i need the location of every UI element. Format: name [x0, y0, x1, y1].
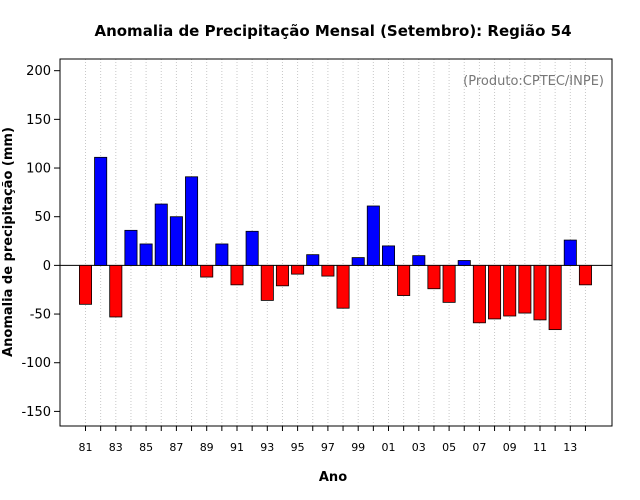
bar-88: [185, 176, 199, 266]
chart-title: Anomalia de Precipitação Mensal (Setembr…: [94, 22, 571, 40]
x-tick-label: 99: [351, 441, 365, 454]
bar-83: [109, 264, 123, 318]
bar-07: [472, 264, 486, 324]
x-tick-label: 01: [382, 441, 396, 454]
bar-84: [124, 229, 138, 266]
bar-94: [275, 264, 289, 287]
bar-95: [291, 264, 305, 275]
y-tick-label: 200: [26, 64, 51, 79]
bar-01: [381, 245, 395, 266]
x-tick-label: 09: [503, 441, 517, 454]
x-tick-label: 81: [79, 441, 93, 454]
bar-89: [200, 264, 214, 278]
bar-05: [442, 264, 456, 303]
x-axis-label: Ano: [319, 470, 347, 485]
y-tick-label: -150: [21, 405, 51, 420]
x-axis: 81 83 85 87 89 91 93 95 97 99 01 03 05 07 09 11 13: [79, 426, 586, 454]
bar-03: [412, 255, 426, 266]
bar-06: [457, 260, 471, 266]
bar-14: [578, 264, 592, 286]
x-tick-label: 93: [260, 441, 274, 454]
y-tick-label: -50: [30, 308, 51, 323]
y-tick-label: 150: [26, 113, 51, 128]
bar-11: [533, 264, 547, 321]
bar-81: [79, 264, 93, 305]
bar-04: [427, 264, 441, 290]
bar-08: [488, 264, 502, 320]
y-tick-label: -100: [21, 356, 51, 371]
y-tick-label: 50: [34, 210, 51, 225]
plot-frame: [59, 58, 613, 427]
x-tick-label: 95: [291, 441, 305, 454]
x-tick-label: 91: [230, 441, 244, 454]
bar-99: [351, 257, 365, 266]
bar-97: [321, 264, 335, 277]
x-tick-label: 03: [412, 441, 426, 454]
bar-98: [336, 264, 350, 309]
bars: [79, 156, 592, 331]
bar-92: [245, 230, 259, 266]
bar-82: [94, 156, 108, 266]
bar-85: [139, 243, 153, 266]
bar-12: [548, 264, 562, 331]
source-note: (Produto:CPTEC/INPE): [463, 74, 604, 89]
x-tick-label: 13: [563, 441, 577, 454]
y-tick-label: 0: [43, 259, 51, 274]
bar-13: [563, 239, 577, 266]
bar-00: [366, 205, 380, 266]
bar-90: [215, 243, 229, 266]
bar-86: [154, 203, 168, 266]
x-tick-label: 87: [169, 441, 183, 454]
x-tick-label: 89: [200, 441, 214, 454]
x-tick-label: 05: [442, 441, 456, 454]
bar-02: [397, 264, 411, 296]
x-tick-label: 83: [109, 441, 123, 454]
y-axis-label: Anomalia de precipitação (mm): [1, 127, 16, 357]
bar-96: [306, 254, 320, 266]
x-tick-label: 11: [533, 441, 547, 454]
bar-87: [169, 216, 183, 266]
y-axis: -150 -100 -50 0 50 100 150 200: [21, 64, 60, 420]
x-tick-label: 07: [472, 441, 486, 454]
bar-91: [230, 264, 244, 286]
x-tick-label: 85: [139, 441, 153, 454]
y-tick-label: 100: [26, 162, 51, 177]
bar-93: [260, 264, 274, 301]
bar-10: [518, 264, 532, 314]
x-tick-label: 97: [321, 441, 335, 454]
bar-09: [503, 264, 517, 317]
